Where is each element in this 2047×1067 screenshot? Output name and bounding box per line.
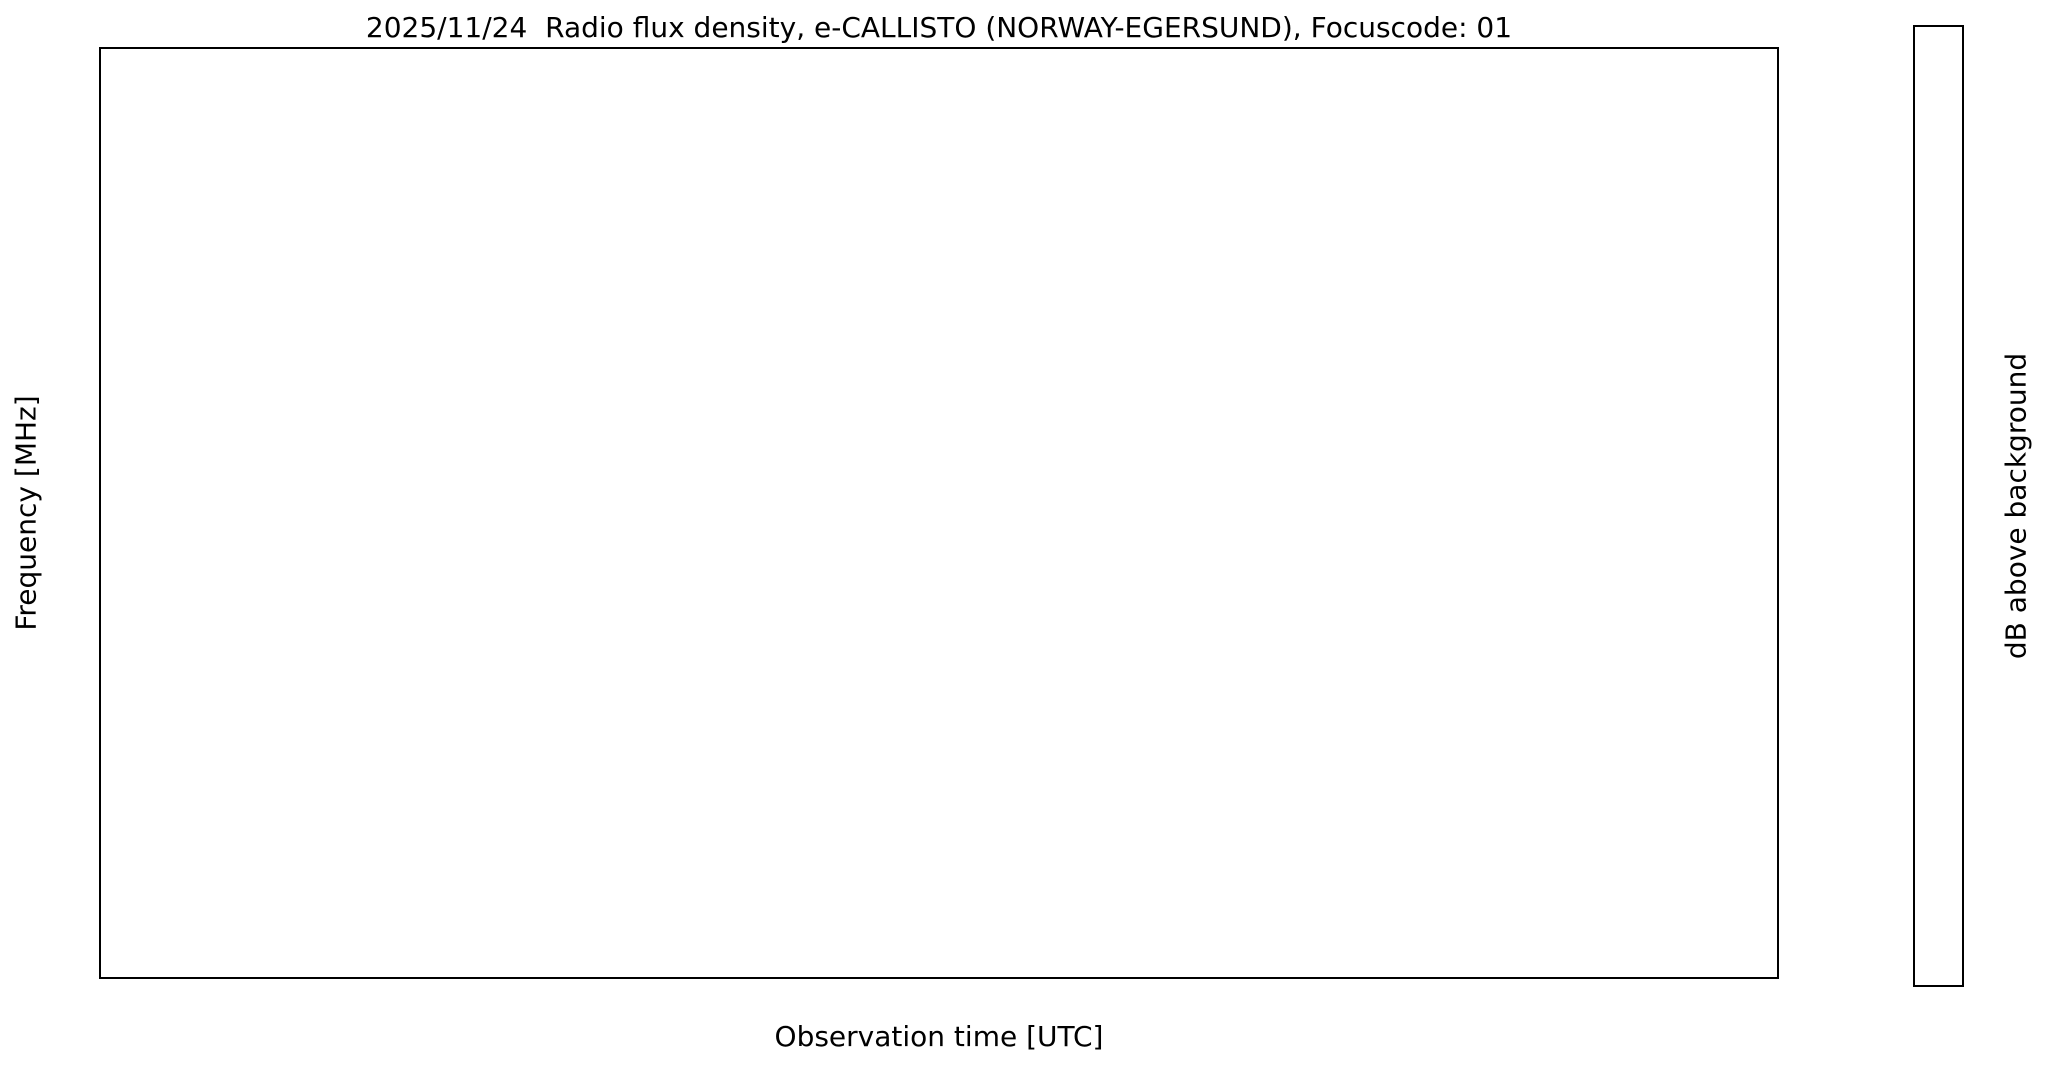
spectrogram-heatmap — [101, 49, 1777, 977]
y-axis-label: Frequency [MHz] — [9, 395, 43, 631]
x-axis-label: Observation time [UTC] — [774, 1020, 1104, 1053]
chart-title: 2025/11/24 Radio flux density, e-CALLIST… — [365, 11, 1513, 44]
colorbar-label: dB above background — [1999, 352, 2033, 660]
colorbar-gradient — [1915, 27, 1962, 985]
